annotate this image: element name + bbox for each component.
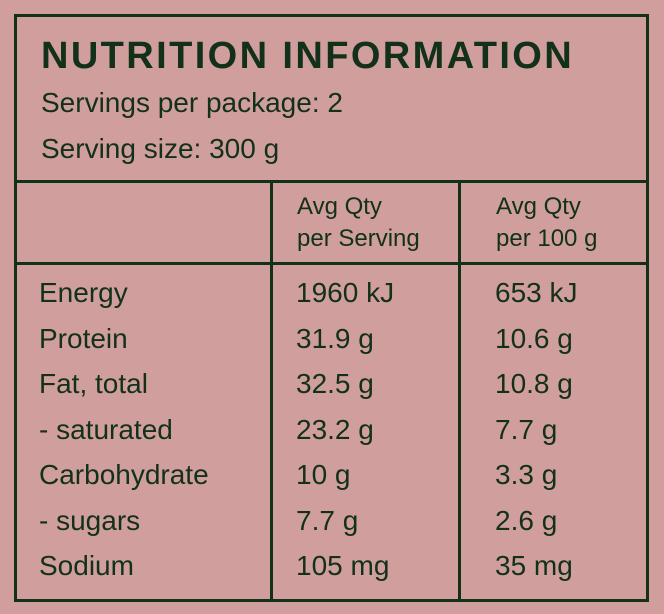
divider (17, 180, 646, 183)
nutrient-name: Protein (39, 322, 128, 354)
value-per-serving: 10 g (296, 459, 351, 490)
column-divider (458, 180, 461, 599)
column-divider (270, 180, 273, 599)
value-per-serving: 23.2 g (296, 413, 374, 445)
nutrient-name: Energy (39, 277, 128, 308)
value-per-serving: 32.5 g (296, 368, 374, 399)
value-per-100g: 35 mg (495, 550, 573, 581)
panel-title: NUTRITION INFORMATION (41, 35, 575, 77)
value-per-serving: 7.7 g (296, 504, 359, 536)
value-per-100g: 10.8 g (495, 368, 573, 399)
value-per-100g: 3.3 g (495, 459, 558, 490)
value-per-serving: 1960 kJ (296, 277, 395, 308)
value-per-serving: 105 mg (296, 550, 390, 581)
value-per-100g: 653 kJ (495, 277, 578, 308)
nutrition-panel: NUTRITION INFORMATION Servings per packa… (14, 14, 649, 602)
value-per-100g: 2.6 g (495, 504, 558, 536)
nutrient-name: Fat, total (39, 368, 148, 399)
nutrient-name: - sugars (39, 504, 141, 536)
serving-size: Serving size: 300 g (41, 133, 280, 164)
header-per-serving: Avg Qty per Serving (297, 193, 420, 252)
nutrient-name: - saturated (39, 413, 173, 445)
servings-per-package: Servings per package: 2 (41, 87, 343, 118)
header-per-100g: Avg Qty per 100 g (496, 193, 598, 252)
value-per-100g: 10.6 g (495, 322, 573, 354)
value-per-serving: 31.9 g (296, 322, 374, 354)
nutrient-name: Sodium (39, 550, 134, 581)
value-per-100g: 7.7 g (495, 413, 558, 445)
divider (17, 262, 646, 265)
nutrient-name: Carbohydrate (39, 459, 209, 490)
